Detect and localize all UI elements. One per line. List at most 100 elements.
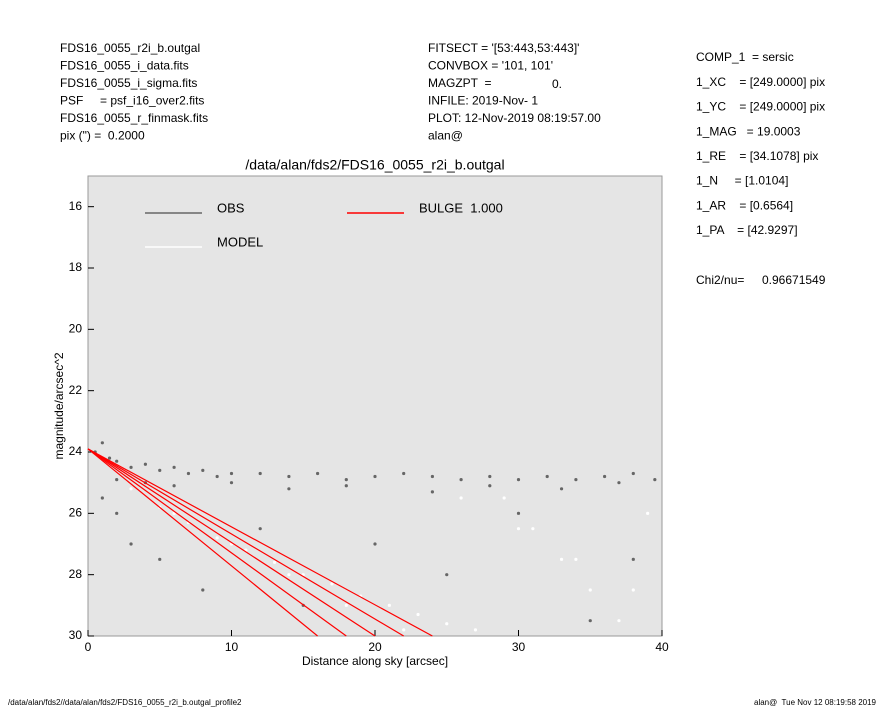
fit-parameter: 1_PA = [42.9297] bbox=[696, 223, 798, 237]
fit-parameter: 1_N = [1.0104] bbox=[696, 174, 788, 188]
data-point bbox=[516, 478, 521, 482]
data-point bbox=[129, 487, 133, 491]
header-middle-line: alan@ bbox=[428, 129, 463, 143]
header-middle-line: PLOT: 12-Nov-2019 08:19:57.00 bbox=[428, 111, 601, 125]
data-point bbox=[402, 628, 406, 632]
data-point bbox=[215, 536, 219, 540]
data-point bbox=[473, 628, 478, 632]
data-point bbox=[272, 560, 277, 565]
fit-parameter: 1_AR = [0.6564] bbox=[696, 198, 793, 212]
data-point bbox=[115, 459, 119, 463]
plot-area bbox=[87, 175, 663, 637]
magzpt-value: 0. bbox=[552, 77, 562, 91]
x-tick-label: 0 bbox=[85, 640, 92, 654]
data-point bbox=[115, 511, 119, 515]
chi2-value: 0.96671549 bbox=[762, 273, 826, 287]
data-point bbox=[559, 487, 564, 491]
model-line bbox=[87, 448, 376, 637]
header-middle-line: INFILE: 2019-Nov- 1 bbox=[428, 94, 538, 108]
model-line bbox=[87, 448, 405, 637]
y-tick-label: 26 bbox=[69, 506, 83, 520]
header-left-line: PSF = psf_i16_over2.fits bbox=[60, 94, 204, 108]
data-point bbox=[186, 471, 191, 476]
data-point bbox=[430, 474, 434, 479]
data-point bbox=[107, 456, 112, 460]
data-point bbox=[445, 622, 449, 626]
data-point bbox=[172, 465, 176, 469]
y-tick-label: 16 bbox=[69, 199, 83, 213]
fit-parameter: 1_RE = [34.1078] pix bbox=[696, 149, 818, 163]
data-point bbox=[588, 619, 592, 623]
data-point bbox=[459, 496, 463, 500]
data-point bbox=[201, 588, 205, 592]
data-point bbox=[100, 496, 104, 500]
x-tick-label: 10 bbox=[225, 640, 239, 654]
model-line bbox=[87, 448, 318, 637]
data-point bbox=[115, 478, 119, 482]
data-point bbox=[516, 527, 521, 531]
x-tick-label: 20 bbox=[368, 640, 382, 654]
data-point bbox=[229, 481, 234, 485]
data-point bbox=[603, 474, 607, 479]
data-point bbox=[373, 474, 377, 479]
data-point bbox=[287, 474, 291, 479]
data-point bbox=[172, 484, 176, 488]
data-point bbox=[287, 487, 291, 491]
header-left-line: FDS16_0055_r2i_b.outgal bbox=[60, 41, 200, 55]
footer-left: /data/alan/fds2//data/alan/fds2/FDS16_00… bbox=[8, 698, 242, 707]
data-point bbox=[631, 557, 635, 561]
legend-label: MODEL bbox=[217, 234, 263, 249]
header-middle-line: FITSECT = '[53:443,53:443]' bbox=[428, 41, 579, 55]
data-point bbox=[316, 471, 320, 476]
fit-parameter: 1_XC = [249.0000] pix bbox=[696, 75, 825, 89]
data-point bbox=[545, 474, 549, 479]
data-point bbox=[330, 582, 334, 586]
data-point bbox=[129, 465, 133, 469]
data-point bbox=[459, 478, 463, 482]
data-point bbox=[617, 619, 621, 623]
x-axis-label: Distance along sky [arcsec] bbox=[302, 654, 448, 668]
data-point bbox=[430, 490, 434, 494]
header-left-line: FDS16_0055_i_data.fits bbox=[60, 59, 189, 73]
data-point bbox=[344, 478, 348, 482]
data-point bbox=[387, 603, 391, 607]
header-left-line: pix (") = 0.2000 bbox=[60, 129, 145, 143]
fit-parameter: 1_MAG = 19.0003 bbox=[696, 124, 801, 138]
data-point bbox=[488, 484, 492, 488]
legend-label: OBS bbox=[217, 200, 245, 215]
data-point bbox=[646, 511, 650, 515]
y-tick-label: 30 bbox=[69, 628, 83, 642]
data-point bbox=[229, 471, 234, 476]
data-point bbox=[373, 542, 377, 546]
data-point bbox=[158, 468, 162, 472]
header-middle-line: MAGZPT = bbox=[428, 76, 491, 90]
data-point bbox=[215, 474, 219, 479]
data-point bbox=[344, 603, 348, 607]
data-point bbox=[559, 557, 564, 561]
x-tick-label: 40 bbox=[655, 640, 669, 654]
data-point bbox=[344, 484, 348, 488]
data-point bbox=[631, 588, 635, 592]
data-point bbox=[143, 462, 147, 466]
data-point bbox=[416, 612, 420, 617]
data-point bbox=[158, 557, 162, 561]
x-tick-label: 30 bbox=[512, 640, 526, 654]
header-left-line: FDS16_0055_i_sigma.fits bbox=[60, 76, 197, 90]
data-point bbox=[258, 471, 262, 476]
fit-parameter: 1_YC = [249.0000] pix bbox=[696, 100, 825, 114]
data-point bbox=[574, 557, 578, 561]
fit-parameter: COMP_1 = sersic bbox=[696, 50, 794, 64]
data-point bbox=[402, 471, 406, 476]
data-point bbox=[653, 478, 657, 482]
y-tick-label: 22 bbox=[69, 383, 83, 397]
y-axis-label: magnitude/arcsec^2 bbox=[52, 352, 66, 459]
data-point bbox=[100, 441, 104, 445]
y-tick-label: 18 bbox=[69, 260, 83, 274]
data-point bbox=[588, 588, 592, 592]
model-line bbox=[87, 448, 347, 637]
data-point bbox=[617, 481, 621, 485]
data-point bbox=[129, 542, 133, 546]
data-point bbox=[201, 468, 205, 472]
data-point bbox=[631, 471, 635, 476]
footer-right: alan@ Tue Nov 12 08:19:58 2019 bbox=[754, 698, 877, 707]
